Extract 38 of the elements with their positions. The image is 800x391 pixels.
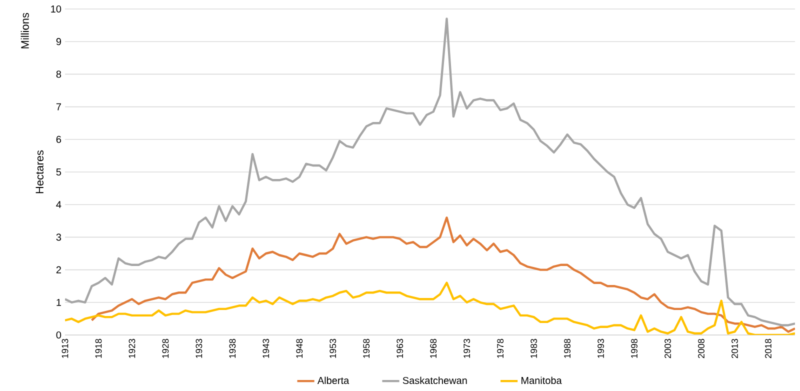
y-tick-label: 6: [56, 136, 62, 143]
x-tick-label: 1933: [196, 338, 202, 358]
y-axis-title: Hectares: [36, 150, 44, 194]
x-tick-label: 2008: [698, 338, 704, 358]
x-tick-label: 1963: [396, 338, 404, 358]
x-tick-label: 2003: [664, 338, 671, 358]
x-tick-label: 1928: [162, 338, 169, 358]
x-tick-label: 1918: [95, 338, 102, 358]
x-tick-label: 1968: [430, 338, 437, 358]
x-tick-label: 1938: [229, 338, 236, 358]
text: Millions: [20, 12, 29, 48]
x-tick-label: 1978: [497, 338, 504, 358]
x-tick-label: 1983: [530, 338, 538, 358]
y-tick-label: 7: [56, 103, 61, 110]
x-tick-label: 2018: [765, 338, 772, 358]
y-tick-label: 3: [56, 234, 62, 241]
x-tick-label: 1988: [564, 338, 570, 358]
y-tick-label: 2: [56, 266, 61, 274]
x-tick-label: 1948: [296, 338, 303, 358]
y-tick-label: 10: [51, 5, 62, 13]
y-tick-label: 8: [56, 70, 62, 78]
legend-label: Saskatchewan: [402, 376, 467, 384]
legend-label: Alberta: [317, 376, 350, 384]
x-tick-label: 1998: [631, 338, 638, 358]
y-tick-label: 1: [56, 298, 61, 306]
x-tick-label: 1913: [62, 338, 68, 358]
x-tick-label: 1943: [262, 338, 270, 358]
y-tick-label: 4: [56, 201, 62, 208]
y-tick-label: 0: [56, 331, 62, 339]
x-tick-label: 1973: [464, 338, 470, 358]
x-tick-label: 1923: [128, 338, 136, 358]
y-tick-label: 5: [56, 168, 62, 176]
x-tick-label: 1953: [330, 338, 336, 358]
x-tick-label: 1958: [363, 338, 370, 358]
y-tick-label: 9: [56, 38, 62, 46]
x-tick-label: 1993: [598, 338, 604, 358]
x-tick-label: 2013: [732, 338, 738, 358]
legend-label: Manitoba: [522, 376, 562, 384]
